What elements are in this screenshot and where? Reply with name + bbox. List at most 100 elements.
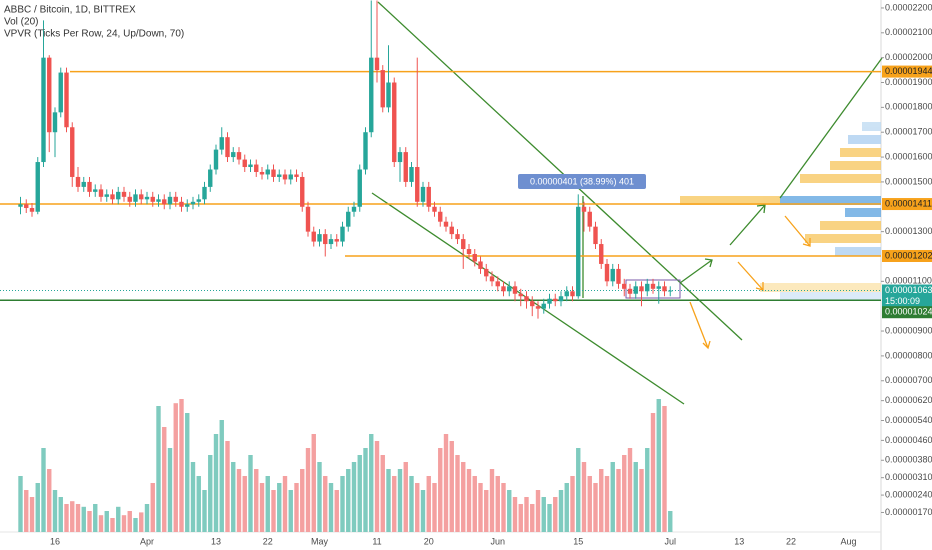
candle-body (219, 137, 224, 150)
volume-bar (104, 511, 109, 532)
volume-bar (650, 413, 656, 532)
candle-body (547, 298, 552, 304)
candle-body (58, 72, 63, 113)
volume-bar (380, 455, 385, 532)
volume-bar (363, 448, 368, 532)
candle-body (495, 281, 500, 287)
y-tick-label: 0.00001800 (885, 102, 932, 112)
y-tick-label: 0.00001300 (885, 226, 932, 236)
candle-body (265, 169, 270, 175)
arrow (689, 301, 711, 350)
volume-bar (541, 497, 546, 532)
candle-body (41, 57, 46, 163)
level-tag-bg (882, 198, 932, 211)
candle-body (587, 211, 592, 227)
volume-bar (242, 476, 247, 532)
candle-body (392, 82, 397, 163)
y-tick-label: 0.00000620 (885, 395, 932, 405)
volume-bar (449, 441, 454, 532)
y-tick-label: 0.00000170 (885, 507, 932, 517)
candle-body (633, 286, 638, 294)
volume-bar (288, 490, 293, 532)
x-tick-label: Jul (664, 536, 676, 546)
candle-body (29, 208, 35, 212)
candle-body (75, 176, 81, 187)
volume-bar (645, 448, 650, 532)
volume-bar (127, 511, 132, 532)
candle-body (622, 283, 627, 289)
candle-body (541, 303, 546, 309)
candle-body (202, 186, 207, 200)
y-tick-label: 0.00002000 (885, 52, 932, 62)
volume-bar (576, 448, 581, 532)
volume-bar (346, 469, 351, 532)
candle-body (288, 174, 293, 180)
volume-bar (472, 476, 477, 532)
candle-body (311, 231, 316, 242)
volume-bar (208, 455, 213, 532)
volume-bar (420, 490, 426, 532)
candle-body (593, 226, 598, 245)
y-tick-label: 0.00000380 (885, 455, 932, 465)
candle-body (179, 201, 184, 207)
volume-bar (24, 490, 29, 532)
candle-body (116, 191, 121, 200)
volume-bar (633, 462, 638, 532)
volume-bar (455, 455, 460, 532)
profile-bar (780, 292, 881, 301)
volume-bar (98, 515, 104, 532)
x-tick-label: 22 (263, 536, 273, 546)
volume-bar (369, 434, 374, 532)
volume-bar (334, 490, 339, 532)
candle-body (650, 283, 656, 289)
candle-body (64, 72, 69, 128)
candle-body (231, 152, 236, 158)
x-tick-label: 22 (786, 536, 796, 546)
chart-title: ABBC / Bitcoin, 1D, BITTREX (4, 5, 136, 16)
volume-bar (162, 427, 167, 532)
level-tag: 0.00001202 (885, 250, 932, 260)
volume-bar (535, 490, 541, 532)
volume-bar (202, 490, 207, 532)
candle-body (357, 169, 362, 207)
volume-bar (512, 497, 518, 532)
y-tick-label: 0.00001100 (885, 276, 932, 286)
candle-body (524, 296, 529, 302)
candle-body (403, 152, 408, 182)
volume-bar (386, 469, 391, 532)
candle-body (668, 290, 673, 292)
profile-bar (780, 196, 881, 205)
volume-bar (478, 483, 483, 532)
candle-body (564, 291, 569, 297)
candle-body (420, 186, 426, 202)
volume-bar (133, 518, 138, 532)
volume-bar (93, 504, 98, 532)
volume-bar (403, 462, 408, 532)
x-tick-label: May (311, 536, 329, 546)
measure-label-box (518, 174, 646, 189)
volume-bar (409, 476, 414, 532)
y-tick-label: 0.00000900 (885, 325, 932, 335)
x-tick-label: Aug (840, 536, 856, 546)
volume-bar (466, 469, 472, 532)
volume-profile (680, 122, 881, 301)
last-price-tag-bg (882, 284, 932, 297)
y-tick-label: 0.00000240 (885, 489, 932, 499)
candle-body (340, 226, 345, 242)
candle-body (604, 263, 610, 282)
volume-bar (35, 483, 40, 532)
volume-bar (277, 483, 282, 532)
candle-body (236, 152, 242, 160)
candle-body (507, 286, 512, 292)
profile-bar (862, 122, 881, 131)
candle-body (213, 149, 219, 170)
candle-body (530, 301, 535, 307)
y-tick-label: 0.00001900 (885, 77, 932, 87)
profile-bar (820, 221, 881, 230)
candle-body (581, 206, 587, 212)
volume-bar (29, 497, 35, 532)
volume-bar (173, 403, 178, 532)
candle-body (645, 283, 650, 292)
